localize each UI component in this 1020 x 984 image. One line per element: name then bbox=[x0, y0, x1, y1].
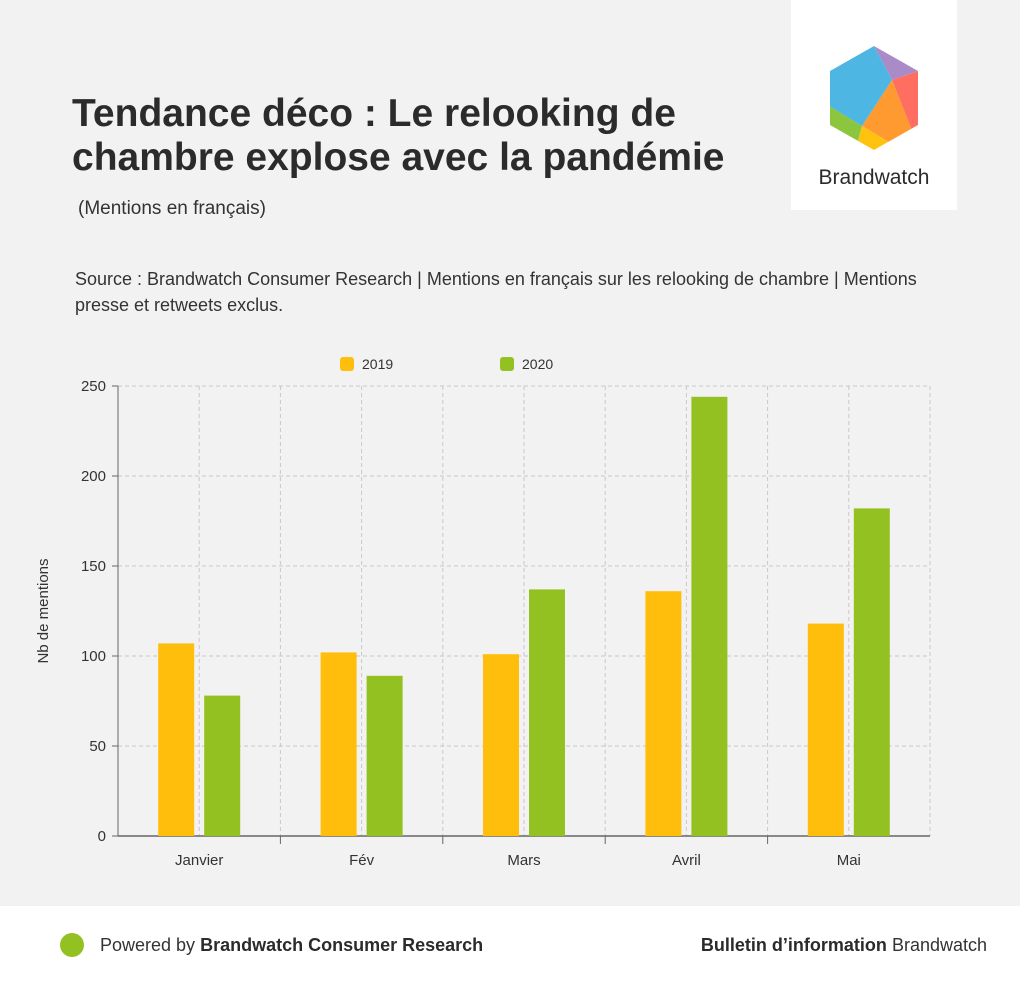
page-title: Tendance déco : Le relooking de chambre … bbox=[72, 92, 792, 231]
brandwatch-hexagon-icon bbox=[830, 46, 918, 150]
y-tick-label: 50 bbox=[89, 738, 106, 755]
x-tick-label: Mai bbox=[837, 852, 861, 869]
x-tick-label: Avril bbox=[672, 852, 701, 869]
bar-2019-mai bbox=[807, 623, 844, 836]
legend-label-2020: 2020 bbox=[522, 356, 553, 372]
brand-logo-text: Brandwatch bbox=[818, 166, 930, 189]
legend-swatch-2019 bbox=[340, 357, 354, 371]
bar-2020-avril bbox=[691, 396, 728, 836]
legend-swatch-2020 bbox=[500, 357, 514, 371]
footer-powered-by: Powered by Brandwatch Consumer Research bbox=[100, 935, 483, 956]
bar-2020-fév bbox=[366, 675, 403, 836]
x-tick-label: Mars bbox=[507, 852, 540, 869]
bar-2020-janvier bbox=[204, 695, 241, 836]
y-tick-label: 200 bbox=[81, 468, 106, 485]
powered-brand: Brandwatch Consumer Research bbox=[200, 935, 484, 955]
bulletin-brand: Brandwatch bbox=[891, 935, 987, 955]
powered-prefix: Powered by bbox=[100, 935, 196, 955]
footer-bulletin: Bulletin d’information Brandwatch bbox=[701, 935, 987, 956]
x-tick-label: Fév bbox=[349, 852, 375, 869]
bar-2019-avril bbox=[645, 591, 682, 836]
x-tick-label: Janvier bbox=[175, 852, 223, 869]
bar-2020-mai bbox=[853, 508, 890, 836]
y-tick-label: 0 bbox=[98, 828, 106, 845]
footer-dot-icon bbox=[60, 933, 84, 957]
chart-labels: 0 50 100 150 200 250 Janvier Fév Mars Avril Mai Nb … bbox=[35, 378, 861, 869]
bulletin-bold: Bulletin d’information bbox=[700, 935, 887, 955]
bar-2019-fév bbox=[320, 652, 357, 836]
source-note: Source : Brandwatch Consumer Research | … bbox=[75, 269, 917, 315]
title-text: Tendance déco : Le relooking de chambre … bbox=[72, 92, 725, 179]
chart-bars bbox=[158, 396, 890, 836]
footer: Powered by Brandwatch Consumer Research … bbox=[0, 906, 1020, 984]
bar-2020-mars bbox=[529, 589, 565, 836]
chart-axes bbox=[112, 385, 930, 844]
legend-label-2019: 2019 bbox=[362, 356, 393, 372]
brand-logo-box: Brandwatch bbox=[791, 0, 957, 210]
title-subtitle: (Mentions en français) bbox=[78, 198, 266, 219]
bar-2019-janvier bbox=[158, 643, 195, 836]
y-tick-label: 250 bbox=[81, 378, 106, 395]
bar-2019-mars bbox=[483, 654, 519, 836]
y-axis-label: Nb de mentions bbox=[35, 558, 52, 663]
y-tick-label: 150 bbox=[81, 558, 106, 575]
chart-grid bbox=[118, 385, 931, 836]
chart-legend: 2019 2020 bbox=[340, 356, 553, 372]
bar-chart: 0 50 100 150 200 250 Janvier Fév Mars Avril Mai Nb … bbox=[35, 356, 931, 869]
y-tick-label: 100 bbox=[81, 648, 106, 665]
